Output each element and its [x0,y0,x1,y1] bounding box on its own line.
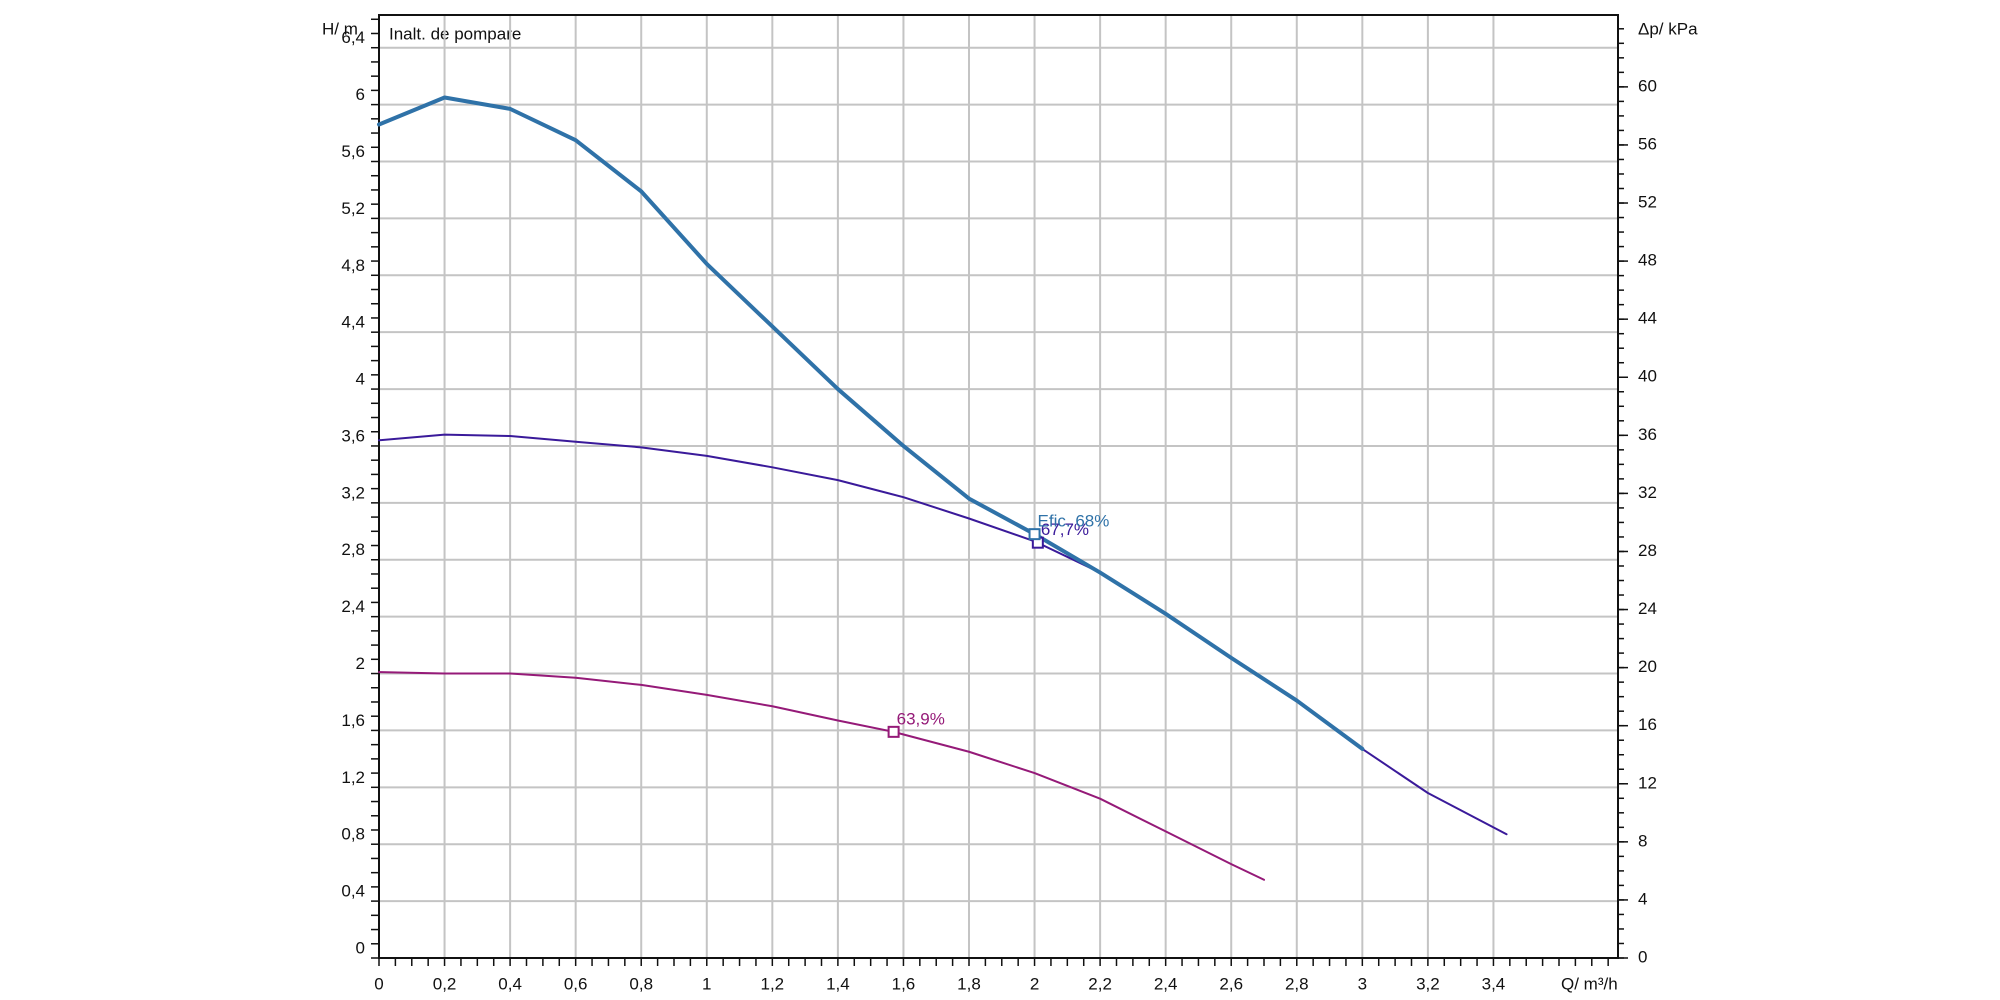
x-tick-label: 3,2 [1416,974,1440,993]
y-tick-label: 0 [356,938,365,957]
y2-tick-label: 32 [1638,483,1657,502]
y-tick-label: 4,8 [341,256,365,275]
x-tick-label: 2,6 [1219,974,1243,993]
plot-frame [378,14,1619,959]
x-tick-label: 3,4 [1482,974,1506,993]
x-tick-label: 1,6 [892,974,916,993]
y-tick-label: 6 [356,85,365,104]
point-label: Efic. 68% [1038,512,1110,531]
y-tick-label: 2,8 [341,540,365,559]
pump-curve [377,95,1365,751]
y-tick-label: 0,4 [341,882,365,901]
y-tick-label: 6,4 [341,28,365,47]
y2-tick-label: 4 [1638,889,1647,908]
y2-tick-label: 44 [1638,309,1657,328]
x-tick-label: 0,8 [629,974,653,993]
y2-tick-label: 0 [1638,947,1647,966]
y-tick-label: 4,4 [341,313,365,332]
y2-tick-label: 24 [1638,599,1657,618]
pump-curve [378,433,1508,836]
x-tick-label: 3 [1358,974,1367,993]
y2-tick-label: 16 [1638,715,1657,734]
x-tick-label: 0 [374,974,383,993]
x-tick-label: 0,4 [498,974,522,993]
point-label: 67,7% [1041,520,1089,539]
x-tick-label: 0,6 [564,974,588,993]
x-tick-label: 1,8 [957,974,981,993]
x-tick-label: 1,2 [761,974,785,993]
x-tick-label: 2 [1030,974,1039,993]
x-tick-label: 1,4 [826,974,850,993]
y2-tick-label: 8 [1638,831,1647,850]
y-axis-label: H/ m [322,19,358,38]
x-tick-label: 2,2 [1088,974,1112,993]
y-tick-label: 4 [356,370,365,389]
x-tick-label: 2,4 [1154,974,1178,993]
x-axis-label: Q/ m³/h [1561,974,1618,993]
y-tick-label: 3,2 [341,483,365,502]
y2-tick-label: 60 [1638,76,1657,95]
x-tick-label: 2,8 [1285,974,1309,993]
y2-tick-label: 28 [1638,541,1657,560]
operating-point [1028,528,1041,541]
x-tick-label: 0,2 [433,974,457,993]
y-tick-label: 1,2 [341,768,365,787]
y-tick-label: 5,6 [341,142,365,161]
y2-tick-label: 40 [1638,367,1657,386]
y2-tick-label: 56 [1638,134,1657,153]
y2-axis-label: Δp/ kPa [1638,19,1698,38]
y-tick-label: 3,6 [341,426,365,445]
y-tick-label: 1,6 [341,711,365,730]
y2-tick-label: 12 [1638,773,1657,792]
y2-tick-label: 48 [1638,251,1657,270]
pump-curve [378,671,1265,881]
y-tick-label: 2,4 [341,597,365,616]
x-tick-label: 1 [702,974,711,993]
y2-tick-label: 52 [1638,193,1657,212]
y-tick-label: 2 [356,654,365,673]
point-label: 63,9% [897,709,945,728]
operating-point [887,725,900,738]
y-tick-label: 0,8 [341,825,365,844]
y2-tick-label: 20 [1638,657,1657,676]
y-tick-label: 5,2 [341,199,365,218]
y2-tick-label: 36 [1638,425,1657,444]
annotation: Inalt. de pompare [389,24,521,43]
